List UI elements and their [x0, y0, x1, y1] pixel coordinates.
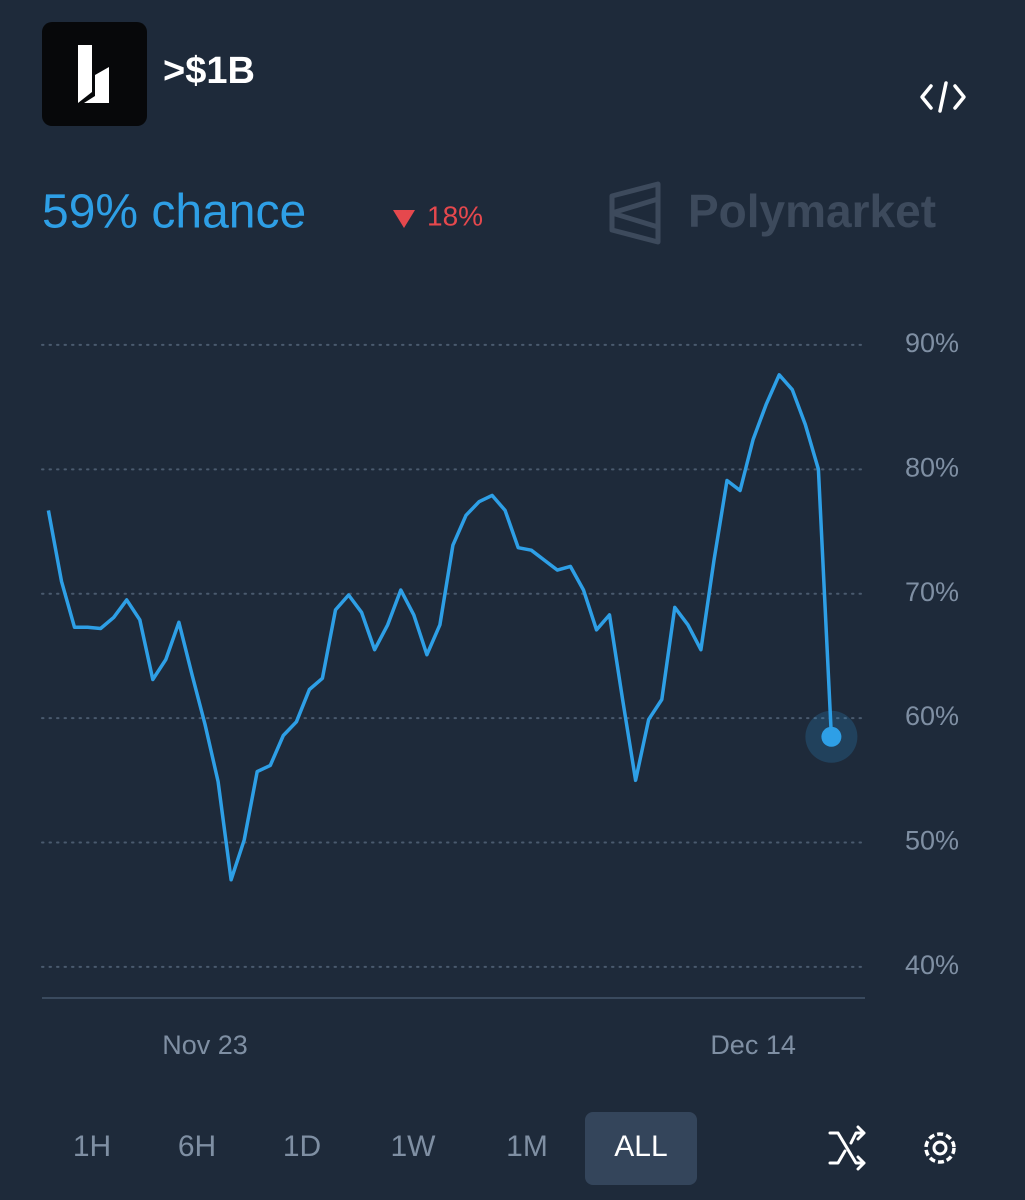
y-tick-label: 90% — [905, 328, 959, 358]
market-title: >$1B — [163, 50, 255, 92]
gear-hub — [932, 1140, 948, 1156]
range-tab[interactable]: 6H — [178, 1130, 216, 1163]
y-tick-label: 40% — [905, 950, 959, 980]
range-tab[interactable]: ALL — [614, 1130, 667, 1163]
gear-ring — [924, 1132, 956, 1164]
embed-icon[interactable] — [920, 81, 966, 113]
range-tab[interactable]: 1M — [506, 1130, 548, 1163]
x-tick-label: Dec 14 — [710, 1030, 796, 1060]
y-tick-label: 80% — [905, 452, 959, 482]
down-arrow — [393, 210, 415, 228]
y-tick-label: 60% — [905, 701, 959, 731]
change-label: 18% — [427, 200, 483, 231]
range-tabs: 1H 6H 1D 1W 1M ALL — [73, 1112, 697, 1185]
chance-label: 59% chance — [42, 186, 306, 239]
last-point — [821, 726, 842, 747]
y-tick-label: 50% — [905, 826, 959, 856]
brand-name: Polymarket — [688, 185, 936, 237]
range-tab[interactable]: 1D — [283, 1130, 321, 1163]
shuffle-icon[interactable] — [828, 1125, 866, 1171]
settings-icon[interactable] — [924, 1132, 956, 1164]
brand-logo — [609, 181, 661, 245]
market-logo — [42, 22, 147, 126]
price-line — [46, 373, 834, 882]
x-tick-label: Nov 23 — [162, 1030, 248, 1060]
y-tick-label: 70% — [905, 577, 959, 607]
market-logo-glyph — [78, 45, 109, 103]
range-tab[interactable]: 1W — [391, 1130, 437, 1163]
active-tab-bg — [585, 1112, 697, 1185]
range-tab[interactable]: 1H — [73, 1130, 111, 1163]
